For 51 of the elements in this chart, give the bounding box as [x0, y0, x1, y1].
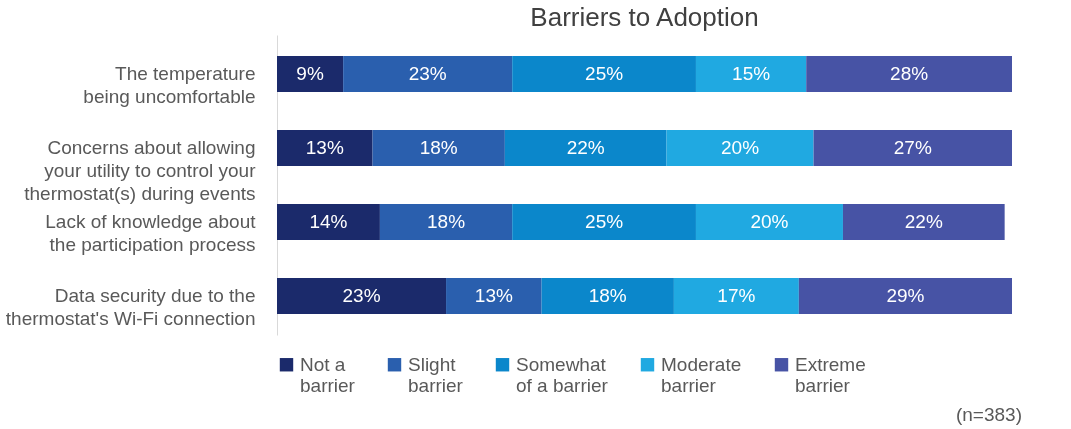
data-label: 27% [893, 136, 932, 158]
bar [695, 55, 807, 92]
data-label: 23% [408, 62, 447, 84]
y-tick-label: Concerns about allowing your utility to control your thermostat(s) during events [24, 136, 257, 204]
bar [673, 278, 799, 315]
data-label: 18% [588, 285, 627, 307]
data-label: 18% [419, 136, 458, 158]
bar [343, 55, 513, 92]
bar [512, 204, 696, 241]
legend-label: Somewhat of a barrier [516, 353, 609, 396]
bar [541, 278, 674, 315]
data-label: 20% [721, 136, 760, 158]
bar [277, 129, 373, 166]
data-label: 17% [717, 285, 756, 307]
bar [277, 204, 380, 241]
data-label: 18% [427, 211, 466, 233]
y-tick-label: The temperature being uncomfortable [83, 62, 256, 107]
data-label: 25% [585, 62, 624, 84]
data-label: 25% [585, 211, 624, 233]
bar [379, 204, 513, 241]
bar [446, 278, 542, 315]
data-label: 15% [732, 62, 771, 84]
bar [512, 55, 696, 92]
legend-label: Not a barrier [300, 353, 356, 396]
bar [813, 129, 1012, 166]
bar [806, 55, 1012, 92]
data-label: 13% [305, 136, 344, 158]
y-tick-label: Lack of knowledge about the participation process [45, 211, 257, 256]
data-label: 20% [750, 211, 789, 233]
bar [372, 129, 505, 166]
data-label: 22% [566, 136, 605, 158]
data-label: 28% [890, 62, 929, 84]
bar [842, 204, 1005, 241]
data-label: 14% [309, 211, 348, 233]
legend-label: Moderate barrier [661, 353, 742, 396]
text: (n=383) [955, 404, 1022, 425]
bar [666, 129, 814, 166]
data-label: 23% [342, 285, 381, 307]
bar [277, 278, 447, 315]
bar [798, 278, 1012, 315]
bar [695, 204, 843, 241]
data-label: 9% [296, 62, 324, 84]
bar [504, 129, 667, 166]
legend-label: Extreme barrier [795, 353, 866, 396]
y-tick-label: Data security due to the thermostat's Wi-Fi connection [5, 285, 256, 330]
data-label: 13% [474, 285, 513, 307]
data-label: 22% [904, 211, 943, 233]
legend-label: Slight barrier [408, 353, 464, 396]
bar [277, 55, 344, 92]
data-label: 29% [886, 285, 925, 307]
chart-title: Barriers to Adoption [530, 2, 759, 32]
